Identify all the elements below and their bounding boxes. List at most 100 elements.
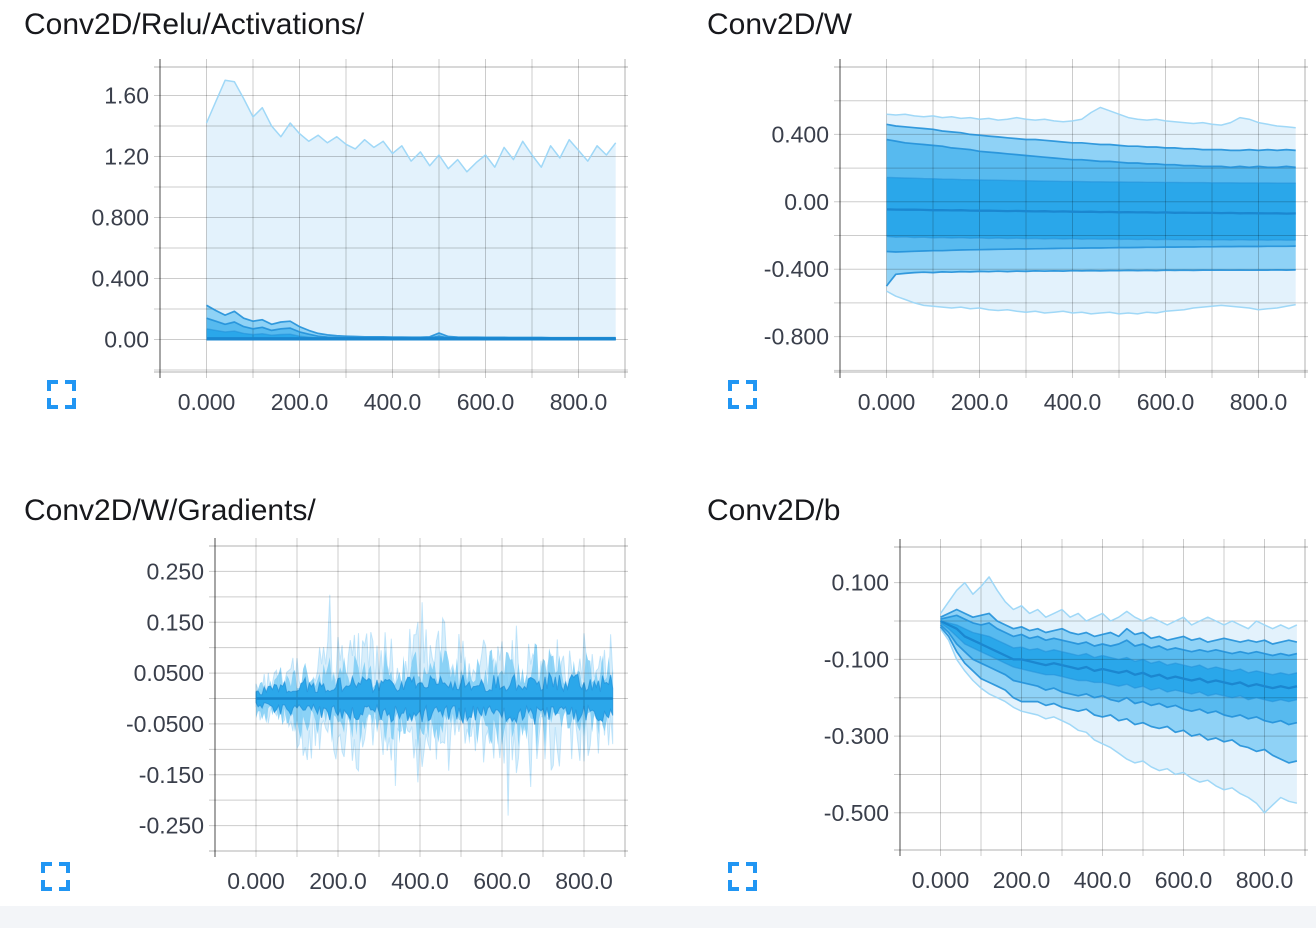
x-tick-label: 0.000 xyxy=(178,389,236,415)
percentile-line-min xyxy=(939,628,1298,814)
x-tick-label: 800.0 xyxy=(1236,867,1294,893)
x-tick-label: 400.0 xyxy=(391,868,449,894)
x-tick-label: 0.000 xyxy=(227,868,285,894)
grid xyxy=(154,59,628,378)
y-tick-label: 0.250 xyxy=(146,558,204,584)
x-tick-label: 0.000 xyxy=(858,389,916,415)
percentile-lines xyxy=(939,576,1298,814)
x-tick-label: 200.0 xyxy=(951,389,1009,415)
x-tick-label: 200.0 xyxy=(271,389,329,415)
y-tick-label: 0.400 xyxy=(91,266,149,292)
expand-icon-corner xyxy=(728,398,739,409)
chart-card-activations: Conv2D/Relu/Activations/ 0.000 200.0 400.0… xyxy=(0,0,658,464)
percentile-line-max xyxy=(205,79,617,173)
percentile-line-p84 xyxy=(940,614,1298,657)
expand-icon-corner xyxy=(41,880,52,891)
x-tick-label: 800.0 xyxy=(1230,389,1288,415)
expand-icon-corner xyxy=(728,862,739,873)
expand-icon-corner xyxy=(59,880,70,891)
expand-icon-corner xyxy=(728,380,739,391)
y-tick-label: -0.800 xyxy=(764,324,829,350)
distribution-chart-biases: 0.000 200.0 400.0 600.0 800.0 0.100 -0.100 -0.3… xyxy=(824,539,1308,893)
x-tick-label: 800.0 xyxy=(555,868,613,894)
y-tick-label: 0.400 xyxy=(771,121,829,147)
axis-tick-labels: 0.000 200.0 400.0 600.0 800.0 0.00 0.400 0.800 1… xyxy=(91,83,607,415)
distribution-chart-gradients: 0.000 200.0 400.0 600.0 800.0 0.250 0.150 0.050… xyxy=(126,538,628,894)
y-tick-label: 0.00 xyxy=(104,327,149,353)
grid xyxy=(834,59,1308,378)
expand-chart-button[interactable] xyxy=(728,380,757,409)
bands xyxy=(255,594,614,816)
y-tick-label: -0.300 xyxy=(824,723,889,749)
percentile-line-p31 xyxy=(940,622,1298,703)
percentile-line-median xyxy=(886,208,1296,215)
percentile-line-p93 xyxy=(886,123,1296,152)
percentile-line-median xyxy=(940,619,1298,690)
expand-icon-corner xyxy=(65,398,76,409)
expand-chart-button[interactable] xyxy=(47,380,76,409)
y-tick-label: -0.100 xyxy=(824,646,889,672)
chart-title: Conv2D/b xyxy=(707,494,841,527)
percentile-line-p69 xyxy=(886,176,1296,184)
y-tick-label: 1.20 xyxy=(104,144,149,170)
x-tick-label: 400.0 xyxy=(1044,389,1102,415)
y-tick-label: -0.400 xyxy=(764,256,829,282)
y-tick-label: -0.0500 xyxy=(126,711,204,737)
expand-icon xyxy=(728,380,757,409)
percentile-line-p31 xyxy=(886,235,1296,241)
percentile-band xyxy=(206,80,616,340)
chart-card-biases: Conv2D/b 0.000 200.0 400.0 600.0 800.0 0.100 -… xyxy=(658,464,1316,928)
percentile-line-p7 xyxy=(885,269,1296,287)
percentile-line-p7 xyxy=(939,626,1298,764)
x-tick-label: 400.0 xyxy=(364,389,422,415)
page-background-strip xyxy=(0,906,1316,928)
x-tick-label: 600.0 xyxy=(1137,389,1195,415)
expand-icon xyxy=(47,380,76,409)
percentile-lines xyxy=(205,79,617,341)
percentile-line-max xyxy=(886,106,1296,129)
percentile-line-p16 xyxy=(939,624,1298,726)
y-tick-label: -0.150 xyxy=(139,762,204,788)
percentile-line-p16 xyxy=(886,245,1296,253)
percentile-line-min xyxy=(886,290,1296,315)
x-tick-label: 400.0 xyxy=(1074,867,1132,893)
x-tick-label: 600.0 xyxy=(473,868,531,894)
x-tick-label: 200.0 xyxy=(993,867,1051,893)
expand-icon-corner xyxy=(59,862,70,873)
axis-tick-labels: 0.000 200.0 400.0 600.0 800.0 0.400 0.00 -0.400… xyxy=(764,121,1288,415)
y-tick-label: 0.100 xyxy=(831,570,889,596)
percentile-line-max xyxy=(939,576,1298,630)
expand-chart-button[interactable] xyxy=(728,862,757,891)
expand-icon-corner xyxy=(47,380,58,391)
expand-icon-corner xyxy=(41,862,52,873)
y-tick-label: 0.0500 xyxy=(134,660,204,686)
chart-card-gradients: Conv2D/W/Gradients/ 0.000 200.0 400.0 600.0… xyxy=(0,464,658,928)
percentile-line-p84 xyxy=(886,138,1296,169)
distribution-chart-weights: 0.000 200.0 400.0 600.0 800.0 0.400 0.00 -0.400… xyxy=(764,59,1308,415)
expand-chart-button[interactable] xyxy=(41,862,70,891)
y-tick-label: 0.150 xyxy=(146,609,204,635)
y-tick-label: 1.60 xyxy=(104,83,149,109)
expand-icon-corner xyxy=(47,398,58,409)
percentile-line-p93 xyxy=(940,608,1298,645)
expand-icon-corner xyxy=(728,880,739,891)
x-tick-label: 600.0 xyxy=(1155,867,1213,893)
y-tick-label: 0.00 xyxy=(784,189,829,215)
percentile-line-p69 xyxy=(940,620,1298,676)
chart-title: Conv2D/Relu/Activations/ xyxy=(24,8,365,41)
chart-title: Conv2D/W xyxy=(707,8,853,41)
x-tick-label: 800.0 xyxy=(550,389,608,415)
distribution-chart-activations: 0.000 200.0 400.0 600.0 800.0 0.00 0.400 0.800 1… xyxy=(91,59,628,415)
percentile-band xyxy=(886,177,1296,241)
axis-tick-labels: 0.000 200.0 400.0 600.0 800.0 0.250 0.150 0.050… xyxy=(126,558,613,894)
expand-icon-corner xyxy=(65,380,76,391)
x-tick-label: 0.000 xyxy=(912,867,970,893)
x-tick-label: 600.0 xyxy=(457,389,515,415)
percentile-lines xyxy=(885,106,1296,315)
expand-icon-corner xyxy=(746,862,757,873)
bands xyxy=(940,576,1297,813)
expand-icon xyxy=(41,862,70,891)
y-tick-label: -0.250 xyxy=(139,813,204,839)
grid xyxy=(894,539,1308,856)
